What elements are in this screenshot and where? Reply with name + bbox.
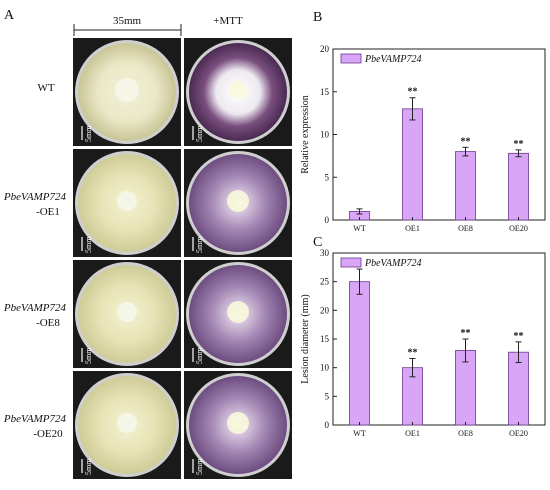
scale-bar: 5mm [81,347,93,364]
inoculation-spot [117,191,137,211]
x-tick-label: WT [353,429,366,438]
panel-c-label: C [313,235,322,250]
scale-bar: 5mm [81,458,93,475]
legend-swatch [340,257,362,268]
row-label-line: -OE1 [36,206,60,218]
row-label-gene: PbeVAMP724 [3,413,67,425]
plate-untreated-row-1: 5mm [73,149,181,257]
inoculation-spot [117,413,137,433]
plate-mtt-row-3: 5mm [184,371,292,479]
y-tick-label: 30 [320,248,330,258]
plate-untreated-row-2: 5mm [73,260,181,368]
scale-bar-label: 5mm [195,236,204,253]
plate-mtt-row-0: 5mm [184,38,292,146]
row-label-gene: PbeVAMP724 [3,191,67,203]
y-tick-label: 20 [320,305,330,315]
significance-marker: ** [461,136,471,147]
significance-marker: ** [514,331,524,342]
legend-label: PbeVAMP724 [364,54,421,65]
scale-bar-label: 5mm [195,125,204,142]
y-tick-label: 0 [325,420,330,430]
y-axis-label: Lesion diameter (mm) [300,294,311,383]
scale-label: 35mm [113,15,142,27]
row-label-line: -OE8 [36,317,60,329]
scale-bar-label: 5mm [84,347,93,364]
panel-a-label: A [4,8,15,23]
bar-group-oe1: ** OE1 [402,87,423,233]
bar-group-oe8: ** OE8 [455,136,476,233]
row-label-gene: PbeVAMP724 [3,302,67,314]
bar-group-oe20: ** OE20 [508,331,529,438]
scale-bar: 5mm [192,347,204,364]
scale-bar-label: 5mm [84,458,93,475]
bar-group-wt: WT [349,208,370,233]
significance-marker: ** [514,139,524,150]
panel-b-label: B [313,10,322,25]
scale-bar-label: 5mm [84,125,93,142]
x-tick-label: OE8 [458,429,473,438]
inoculation-spot [227,190,249,212]
x-tick-label: OE20 [509,429,528,438]
scale-bar: 5mm [192,125,204,142]
plate-mtt-row-2: 5mm [184,260,292,368]
y-tick-label: 10 [320,363,330,373]
y-tick-label: 10 [320,130,330,140]
legend: PbeVAMP724 [340,257,421,269]
x-tick-label: OE8 [458,224,473,233]
inoculation-spot [229,81,247,99]
legend-label: PbeVAMP724 [364,258,421,269]
x-tick-label: OE1 [405,429,420,438]
y-tick-label: 0 [325,215,330,225]
significance-marker: ** [408,347,418,358]
bar [508,152,529,221]
inoculation-spot [227,412,249,434]
y-tick-label: 15 [320,87,330,97]
scale-bar: 5mm [192,458,204,475]
legend: PbeVAMP724 [340,53,421,65]
legend-swatch [340,53,362,64]
bar-group-wt: WT [349,268,370,438]
significance-marker: ** [408,87,418,98]
bar-group-oe8: ** OE8 [455,328,476,438]
inoculation-spot [117,302,137,322]
y-tick-label: 20 [320,44,330,54]
scale-indicator: 35mm [73,15,182,36]
plate-grid: 5mm 5mm 5mm 5mm 5mm 5mm 5mm 5mm [73,38,292,479]
y-axis-label: Relative expression [300,95,311,174]
inoculation-spot [227,301,249,323]
scale-bar-label: 5mm [195,347,204,364]
x-tick-label: OE1 [405,224,420,233]
row-label-wt: WT [37,82,54,94]
plate-untreated-row-0: 5mm [73,38,181,146]
scale-bar: 5mm [192,236,204,253]
plate-untreated-row-3: 5mm [73,371,181,479]
row-labels: WT PbeVAMP724 -OE1 PbeVAMP724 -OE8 PbeVAMP724… [3,82,67,440]
significance-marker: ** [461,328,471,339]
y-tick-label: 15 [320,334,330,344]
bar-group-oe1: ** OE1 [402,347,423,438]
inoculation-spot [115,78,139,102]
bar-group-oe20: ** OE20 [508,139,529,233]
x-tick-label: WT [353,224,366,233]
row-label-line: -OE20 [33,428,63,440]
bar [455,151,476,221]
y-tick-label: 5 [325,391,330,401]
y-tick-label: 25 [320,277,330,287]
scale-bar: 5mm [81,236,93,253]
y-tick-label: 5 [325,172,330,182]
scale-bar: 5mm [81,125,93,142]
plate-mtt-row-1: 5mm [184,149,292,257]
x-tick-label: OE20 [509,224,528,233]
mtt-label: +MTT [213,15,243,27]
bar [508,351,529,426]
scale-bar-label: 5mm [84,236,93,253]
scale-bar-label: 5mm [195,458,204,475]
bar [402,108,423,221]
bar [349,281,370,426]
